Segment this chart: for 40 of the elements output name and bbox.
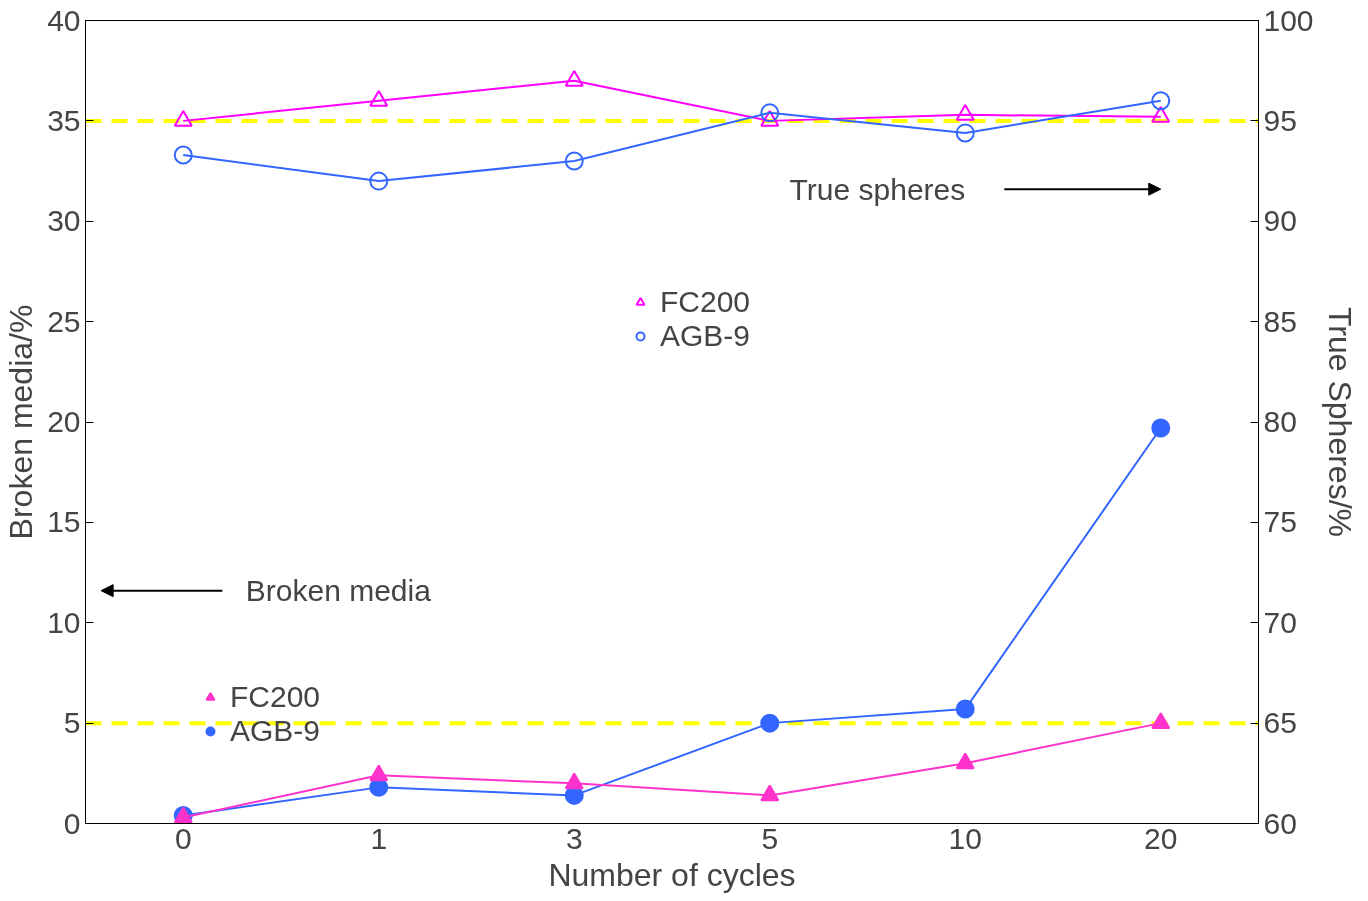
x-tick-label: 5 — [761, 821, 779, 855]
point — [760, 784, 780, 802]
legend-label: FC200 — [230, 680, 321, 714]
point — [564, 772, 584, 790]
y2-tick-label: 85 — [1263, 304, 1297, 338]
point — [955, 752, 975, 770]
x-axis-title: Number of cycles — [548, 856, 796, 893]
point — [369, 764, 389, 782]
x-tick-label: 0 — [174, 821, 192, 855]
y-tick-label: 40 — [47, 3, 81, 37]
y2-tick-label: 80 — [1263, 405, 1297, 438]
point — [760, 713, 780, 733]
y-tick-label: 35 — [47, 103, 81, 137]
y-tick-label: 25 — [47, 304, 81, 338]
x-tick-label: 20 — [1144, 821, 1178, 855]
point — [1151, 712, 1171, 730]
x-tick-label: 10 — [948, 821, 982, 855]
point — [1151, 418, 1171, 438]
annotation: Broken media — [245, 574, 432, 608]
y-tick-label: 30 — [47, 204, 81, 238]
legend-label: AGB-9 — [660, 319, 751, 353]
y2-tick-label: 70 — [1263, 605, 1297, 639]
y-axis-title: Broken media/% — [3, 304, 40, 540]
annotation: True spheres — [789, 172, 966, 206]
y2-tick-label: 60 — [1263, 806, 1297, 840]
x-tick-label: 3 — [565, 821, 583, 855]
y-tick-label: 20 — [47, 405, 81, 438]
y2-tick-label: 95 — [1263, 103, 1297, 137]
y2-tick-label: 75 — [1263, 505, 1297, 539]
y2-tick-label: 100 — [1263, 3, 1314, 37]
y-tick-label: 15 — [47, 505, 81, 539]
y2-axis-title: True Spheres/% — [1321, 306, 1358, 538]
legend-label: AGB-9 — [230, 714, 321, 748]
y2-tick-label: 90 — [1263, 204, 1297, 238]
y-tick-label: 10 — [47, 605, 81, 639]
y-tick-label: 5 — [63, 706, 81, 740]
legend-label: FC200 — [660, 285, 751, 319]
x-tick-label: 1 — [370, 821, 388, 855]
y2-tick-label: 65 — [1263, 706, 1297, 740]
point — [955, 699, 975, 719]
